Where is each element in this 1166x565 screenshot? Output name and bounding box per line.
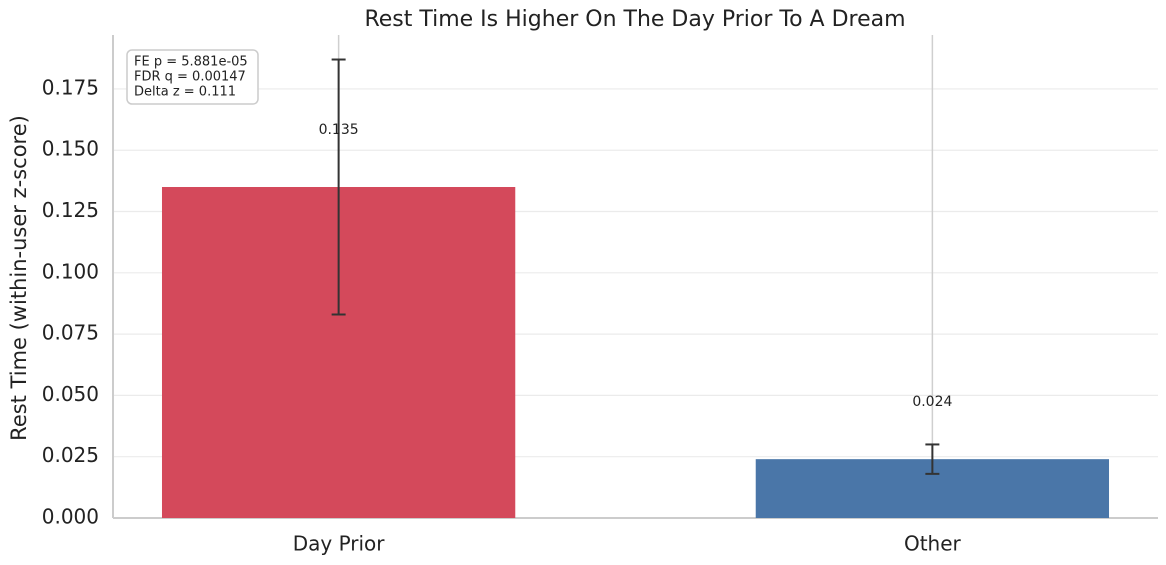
y-tick-label: 0.000	[42, 505, 99, 529]
y-tick-label: 0.100	[42, 259, 99, 283]
y-tick-label: 0.150	[42, 137, 99, 161]
annotation-text: FE p = 5.881e-05	[134, 55, 248, 70]
chart-title: Rest Time Is Higher On The Day Prior To …	[364, 7, 905, 32]
y-tick-label: 0.175	[42, 75, 99, 99]
value-label: 0.135	[319, 122, 359, 138]
error-bar	[925, 443, 940, 475]
y-axis-label: Rest Time (within-user z-score)	[7, 115, 31, 441]
value-label: 0.024	[912, 394, 952, 410]
y-tick-label: 0.075	[42, 321, 99, 345]
y-tick-label: 0.025	[42, 443, 99, 467]
x-tick-label: Day Prior	[293, 532, 386, 556]
annotation-text: Delta z = 0.111	[134, 85, 236, 100]
y-tick-label: 0.050	[42, 382, 99, 406]
annotation-text: FDR q = 0.00147	[134, 70, 246, 85]
x-tick-label: Other	[904, 532, 962, 556]
y-tick-label: 0.125	[42, 198, 99, 222]
annotation-box	[126, 49, 259, 105]
error-bar	[331, 58, 346, 316]
